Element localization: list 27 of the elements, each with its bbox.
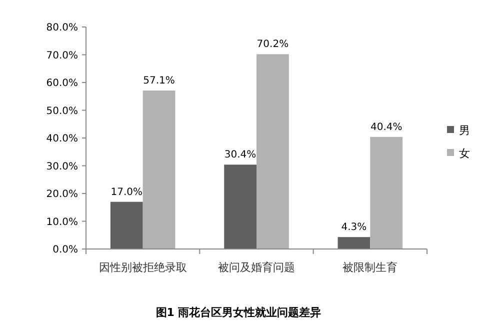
bar [338,237,370,249]
text: 4.3% [341,222,367,234]
x-tick-label: 因性别被拒绝录取 [98,261,187,274]
text: 30.4% [224,150,256,161]
y-tick-label: 40.0% [46,134,78,144]
legend-label: 男 [459,124,470,137]
x-tick-label: 被限制生育 [342,261,398,274]
text: 图1 雨花台区男女性就业问题差异 [156,306,322,319]
bar [256,54,289,249]
y-tick-label: 30.0% [46,161,78,172]
y-tick-label: 60.0% [46,78,78,89]
bar [142,90,176,249]
bar [110,202,143,249]
bar [224,164,256,249]
y-tick-label: 0.0% [52,244,78,256]
text: 57.1% [143,76,175,87]
bar [370,136,403,249]
text: 40.4% [370,122,402,133]
y-tick-label: 10.0% [46,216,78,228]
y-tick-label: 80.0% [46,22,78,34]
legend-label: 女 [459,146,470,160]
y-tick-label: 50.0% [46,106,78,117]
x-tick-label: 被问及婚育问题 [218,261,295,274]
text: 17.0% [110,186,143,198]
text: 70.2% [256,39,289,50]
y-tick-label: 20.0% [46,189,78,200]
y-tick-label: 70.0% [46,50,78,62]
